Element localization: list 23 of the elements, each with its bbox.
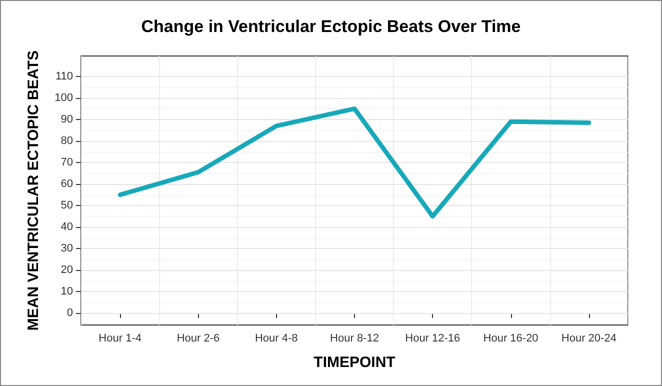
chart-title: Change in Ventricular Ectopic Beats Over Time — [141, 17, 521, 36]
y-tick-label: 80 — [60, 135, 73, 148]
y-tick-label: 30 — [60, 242, 73, 255]
y-tick-label: 10 — [60, 286, 73, 298]
line-series — [118, 106, 592, 219]
x-tick-label: Hour 16-20 — [483, 332, 538, 344]
y-tick-label: 20 — [60, 264, 73, 276]
y-tick-label: 100 — [54, 92, 73, 104]
y-tick-label: 40 — [60, 221, 73, 234]
x-tick-label: Hour 8-12 — [330, 332, 379, 344]
x-tick-label: Hour 2-6 — [176, 332, 220, 344]
y-tick-label: 70 — [60, 156, 73, 169]
y-tick-label: 90 — [60, 113, 73, 126]
y-tick-label: 60 — [60, 178, 73, 190]
x-tick-label: Hour 1-4 — [98, 332, 142, 344]
x-tick-label: Hour 12-16 — [405, 332, 460, 344]
y-tick-label: 110 — [55, 70, 73, 82]
y-axis-title: MEAN VENTRICULAR ECTOPIC BEATS — [25, 50, 42, 331]
y-tick-label: 0 — [66, 307, 73, 320]
x-tick-label: Hour 20-24 — [561, 332, 616, 344]
x-axis-title: TIMEPOINT — [314, 354, 396, 371]
y-tick-label: 50 — [60, 200, 73, 212]
x-tick-label: Hour 4-8 — [254, 332, 298, 344]
